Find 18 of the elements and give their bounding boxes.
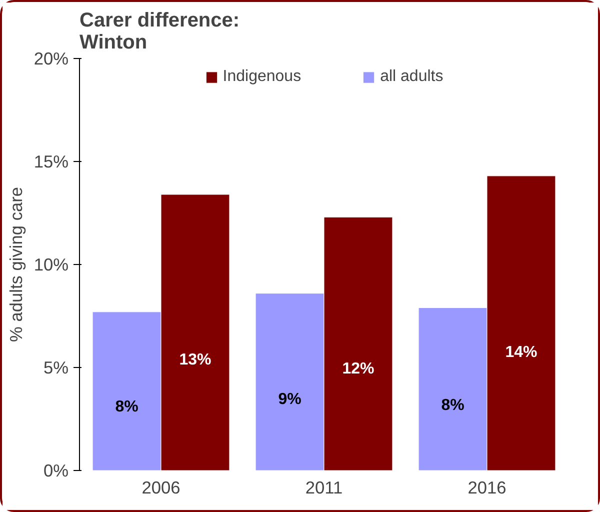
x-tick-label: 2006: [142, 478, 180, 498]
y-tick-label: 15%: [34, 152, 69, 172]
y-axis-title: % adults giving care: [6, 186, 26, 342]
data-label: 9%: [278, 391, 302, 408]
chart-title: Carer difference: Winton: [80, 10, 240, 54]
y-tick-label: 20%: [34, 48, 69, 68]
data-label: 13%: [179, 352, 212, 369]
data-label: 8%: [115, 398, 138, 416]
legend-label: Indigenous: [222, 68, 302, 86]
x-tick-label: 2011: [305, 478, 343, 498]
data-label: 12%: [342, 360, 374, 378]
y-tick-label: 0%: [43, 460, 68, 480]
legend-label: all adults: [380, 68, 444, 86]
y-tick-label: 10%: [34, 254, 69, 274]
x-tick-label: 2016: [468, 478, 506, 498]
data-label: 14%: [505, 344, 538, 362]
y-tick-label: 5%: [43, 358, 68, 378]
data-label: 8%: [441, 396, 464, 414]
